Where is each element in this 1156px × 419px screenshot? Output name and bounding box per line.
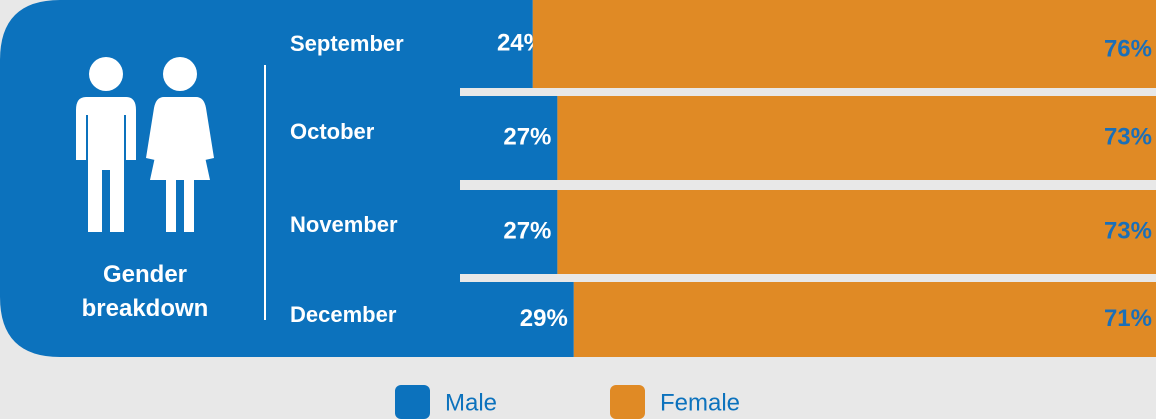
category-label: November bbox=[290, 212, 398, 237]
legend-label: Male bbox=[445, 389, 497, 416]
bar-segment bbox=[557, 190, 1156, 274]
legend-swatch bbox=[395, 385, 430, 419]
value-label: 29% bbox=[520, 305, 568, 332]
value-label: 71% bbox=[1104, 305, 1152, 332]
bar-segment bbox=[336, 0, 533, 88]
legend-swatch bbox=[610, 385, 645, 419]
legend-label: Female bbox=[660, 389, 740, 416]
value-label: 27% bbox=[503, 123, 551, 150]
bar-segment bbox=[336, 190, 558, 274]
value-label: 76% bbox=[1104, 35, 1152, 62]
value-label: 73% bbox=[1104, 123, 1152, 150]
bar-segment bbox=[573, 282, 1156, 357]
bar-segment bbox=[557, 96, 1156, 180]
chart-title: Gender breakdown bbox=[81, 261, 209, 322]
category-label: October bbox=[290, 119, 375, 144]
value-label: 27% bbox=[503, 217, 551, 244]
icons bbox=[76, 57, 214, 232]
bar-segment bbox=[532, 0, 1156, 88]
value-label: 73% bbox=[1104, 217, 1152, 244]
category-label: December bbox=[290, 302, 397, 327]
bar-segment bbox=[336, 96, 558, 180]
category-label: September bbox=[290, 31, 404, 56]
bar-segment bbox=[336, 282, 574, 357]
